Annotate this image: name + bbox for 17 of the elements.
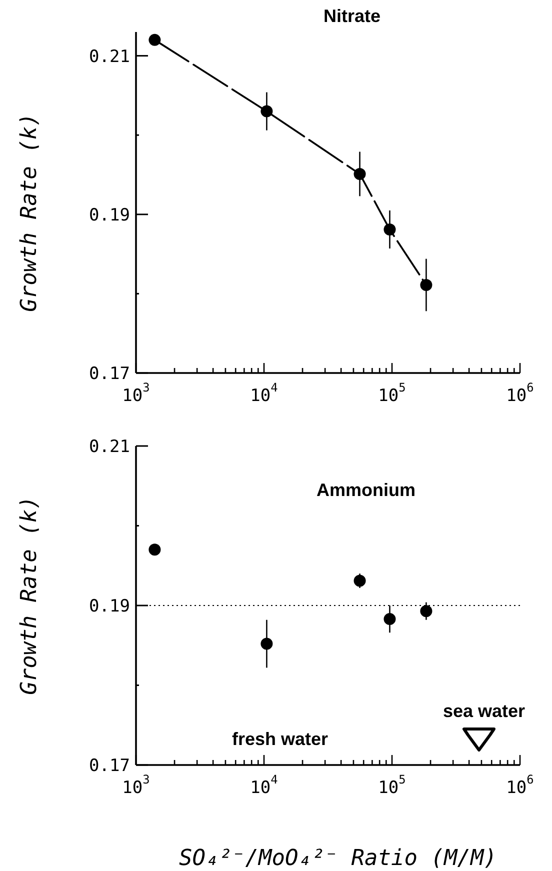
x-tick-label: 10$^{5}$: [378, 772, 406, 798]
x-tick-label: 10$^{4}$: [250, 380, 278, 406]
y-tick-label: 0.19: [89, 205, 130, 226]
y-axis-title: Growth Rate (k): [17, 113, 42, 312]
annotation: sea water: [442, 701, 526, 721]
x-tick-label: 10$^{6}$: [506, 380, 534, 406]
y-tick-label: 0.21: [89, 46, 130, 67]
x-tick-label: 10$^{6}$: [506, 772, 534, 798]
y-axis-title: Growth Rate (k): [17, 496, 42, 695]
x-axis-title: SO₄²⁻/MoO₄²⁻ Ratio (M/M): [179, 846, 497, 871]
text: Ammonium: [316, 480, 416, 500]
chart-title: Nitrate: [323, 6, 381, 26]
annotation: fresh water: [232, 729, 328, 749]
y-tick-label: 0.19: [89, 596, 130, 616]
x-tick-label: 10$^{5}$: [378, 380, 406, 406]
y-tick-label: 0.21: [89, 437, 130, 457]
x-tick-label: 10$^{4}$: [250, 772, 278, 798]
